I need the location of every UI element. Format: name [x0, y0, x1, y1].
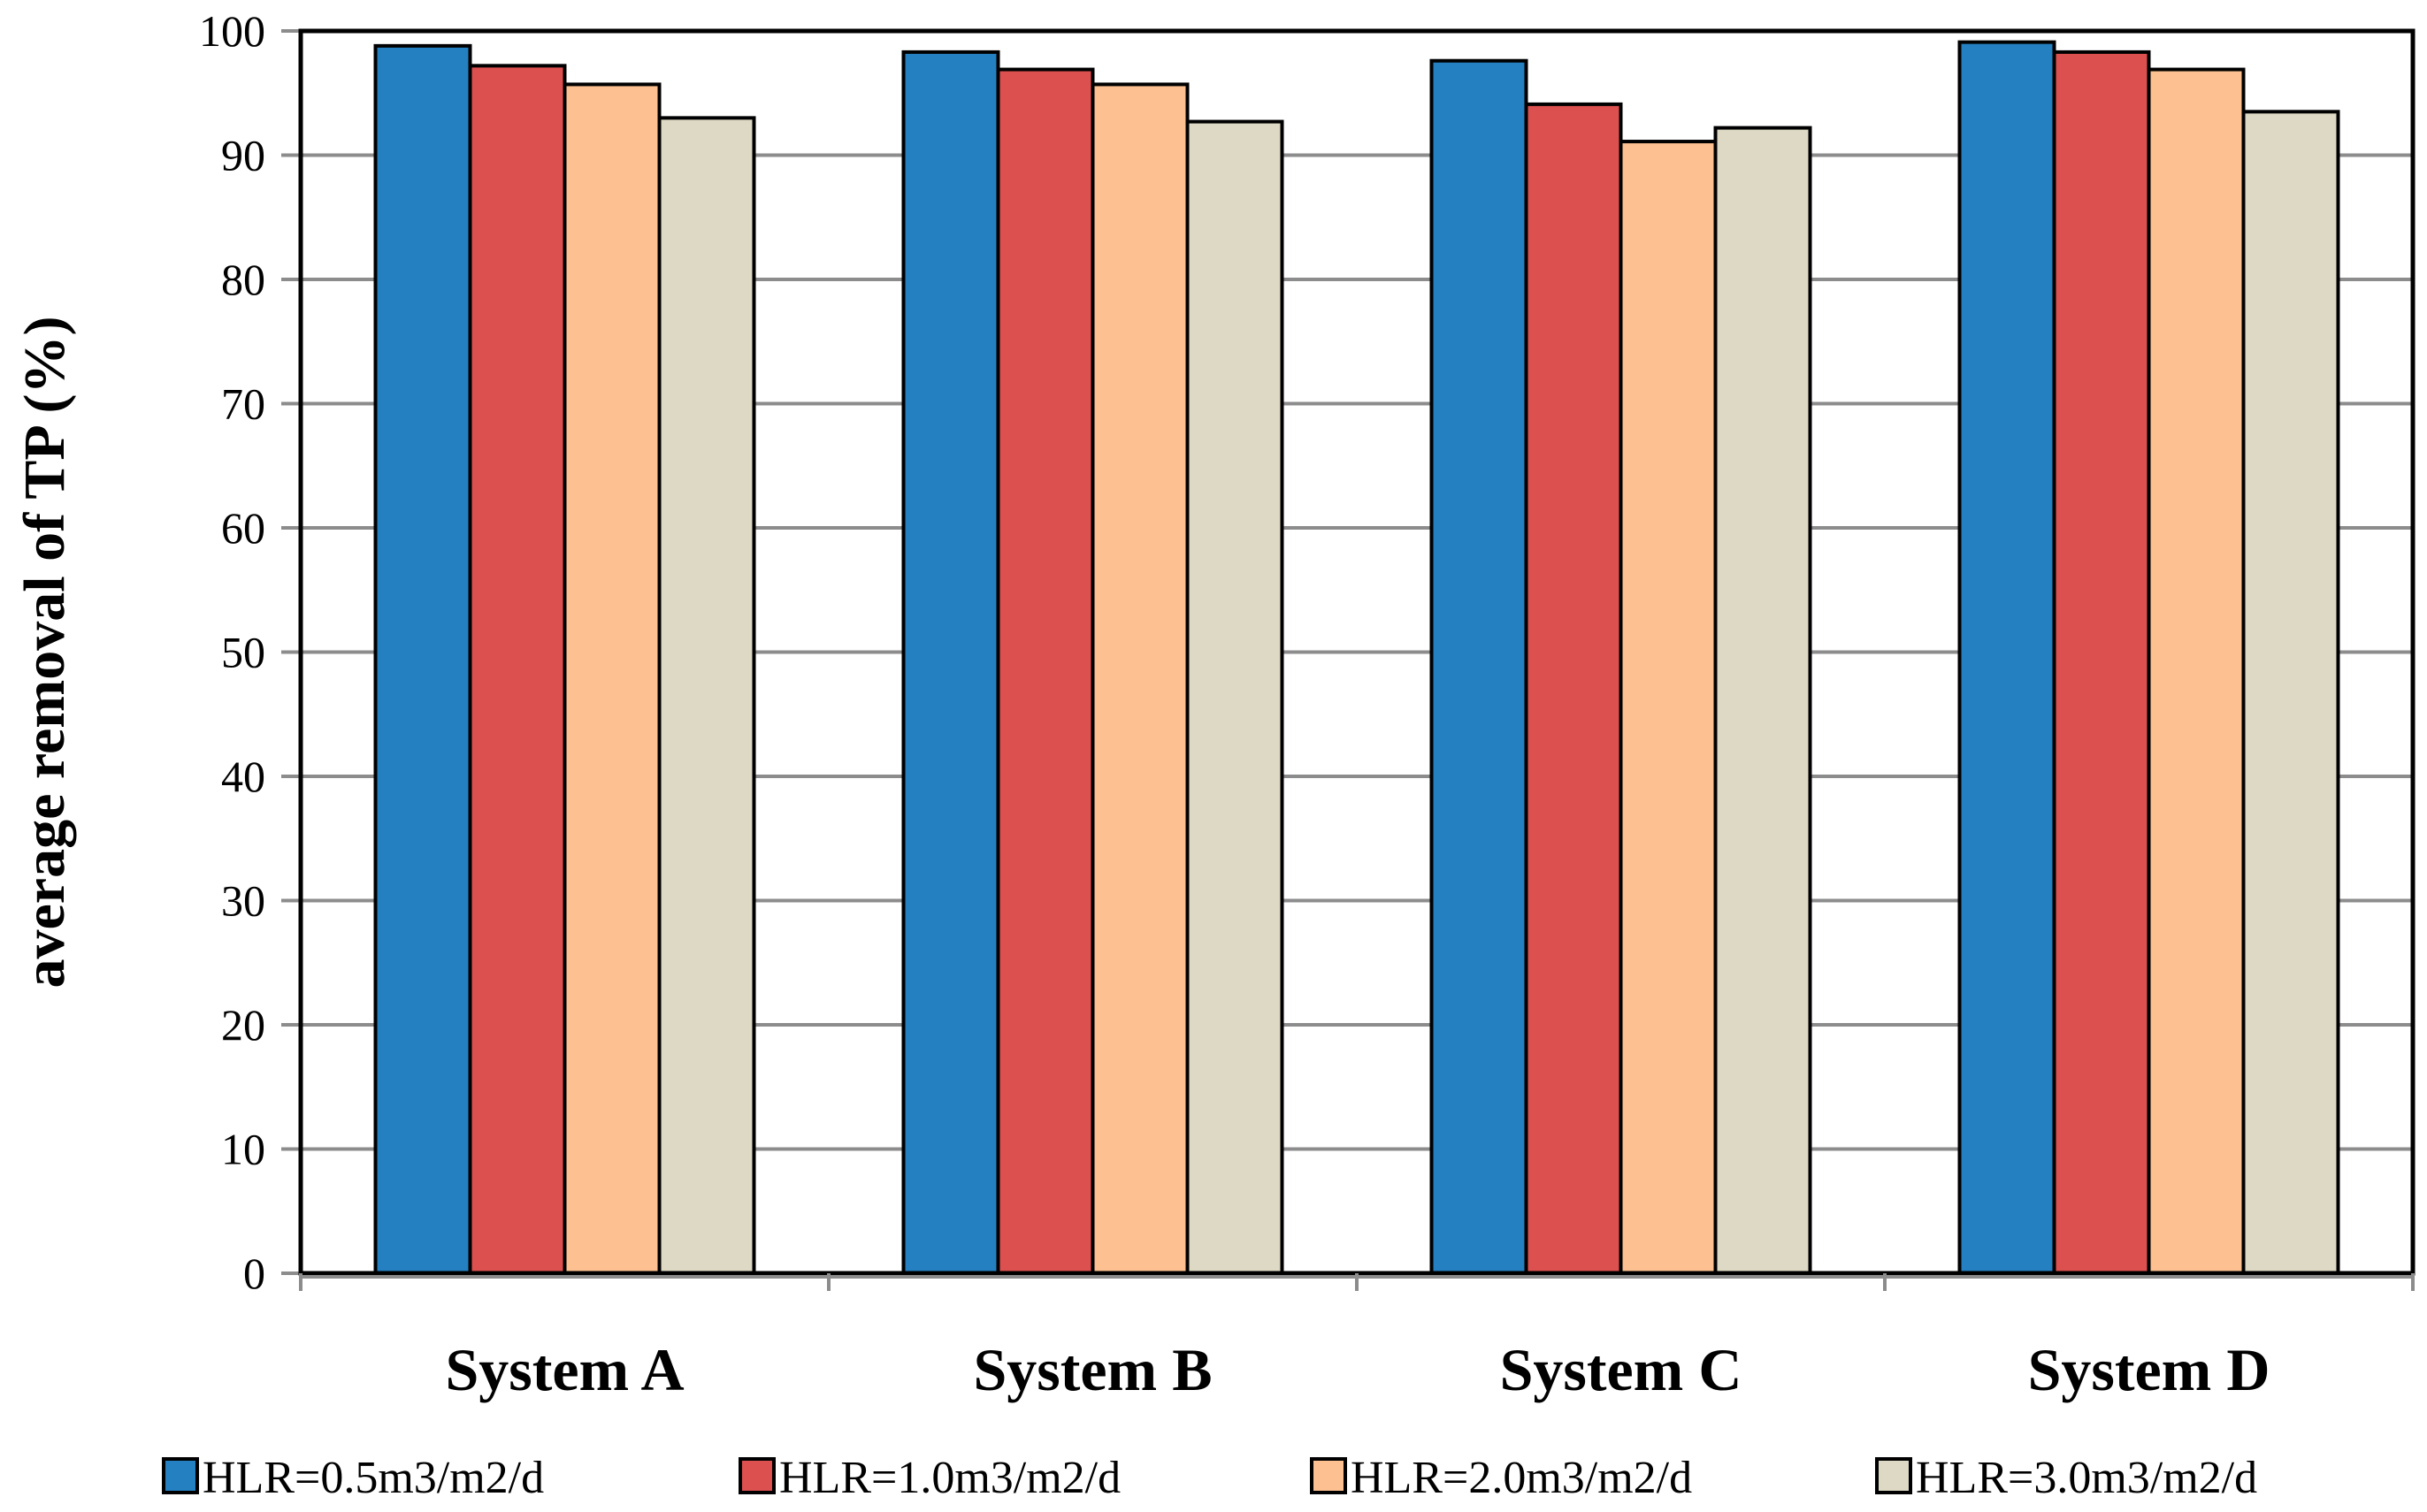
y-tick-label: 50: [221, 628, 265, 677]
x-category-label: System D: [2028, 1336, 2270, 1403]
bar: [901, 50, 1000, 1275]
legend-label: HLR=2.0m3/m2/d: [1351, 1453, 1692, 1503]
y-tick-label: 60: [221, 503, 265, 553]
bars: [373, 40, 2340, 1276]
bar: [1957, 40, 2056, 1275]
bar: [657, 116, 756, 1276]
legend-swatch: [1310, 1457, 1347, 1494]
y-tick-label: 30: [221, 876, 265, 926]
y-tick-label: 90: [221, 131, 265, 180]
legend-label: HLR=0.5m3/m2/d: [203, 1453, 544, 1503]
x-category-label: System B: [973, 1336, 1212, 1403]
y-tick-label: 20: [221, 1000, 265, 1050]
y-tick-label: 40: [221, 752, 265, 801]
x-category-label: System A: [445, 1336, 684, 1403]
legend-label: HLR=1.0m3/m2/d: [779, 1453, 1121, 1503]
bar: [1091, 82, 1190, 1275]
y-tick-labels: 0 10 20 30 40 50 60 70 80 90 100: [199, 6, 265, 1298]
bar: [1429, 58, 1528, 1276]
y-tick-label: 100: [199, 6, 265, 56]
y-tick-label: 10: [221, 1125, 265, 1174]
legend-label: HLR=3.0m3/m2/d: [1916, 1453, 2257, 1503]
bar: [1713, 126, 1812, 1276]
x-category-label: System C: [1500, 1336, 1742, 1403]
bar: [2052, 50, 2151, 1275]
y-axis-title: average removal of TP (%): [12, 316, 77, 988]
legend-swatch: [1875, 1457, 1912, 1494]
bar: [2241, 110, 2340, 1276]
bar: [996, 67, 1095, 1275]
bar: [468, 64, 567, 1276]
legend-swatch: [739, 1457, 776, 1494]
bar: [1524, 102, 1623, 1275]
bar: [373, 43, 472, 1276]
legend-swatch: [162, 1457, 199, 1494]
x-axis: [299, 1273, 2415, 1291]
bar: [1185, 119, 1284, 1276]
bar: [563, 82, 662, 1275]
bar: [2147, 67, 2246, 1275]
legend: HLR=0.5m3/m2/d HLR=1.0m3/m2/d HLR=2.0m3/m2…: [162, 1453, 2257, 1503]
y-tick-label: 0: [243, 1249, 265, 1298]
x-category-labels: System A System B System C System D: [445, 1336, 2270, 1403]
y-tick-label: 80: [221, 255, 265, 304]
bar: [1619, 140, 1718, 1275]
y-tick-label: 70: [221, 379, 265, 429]
